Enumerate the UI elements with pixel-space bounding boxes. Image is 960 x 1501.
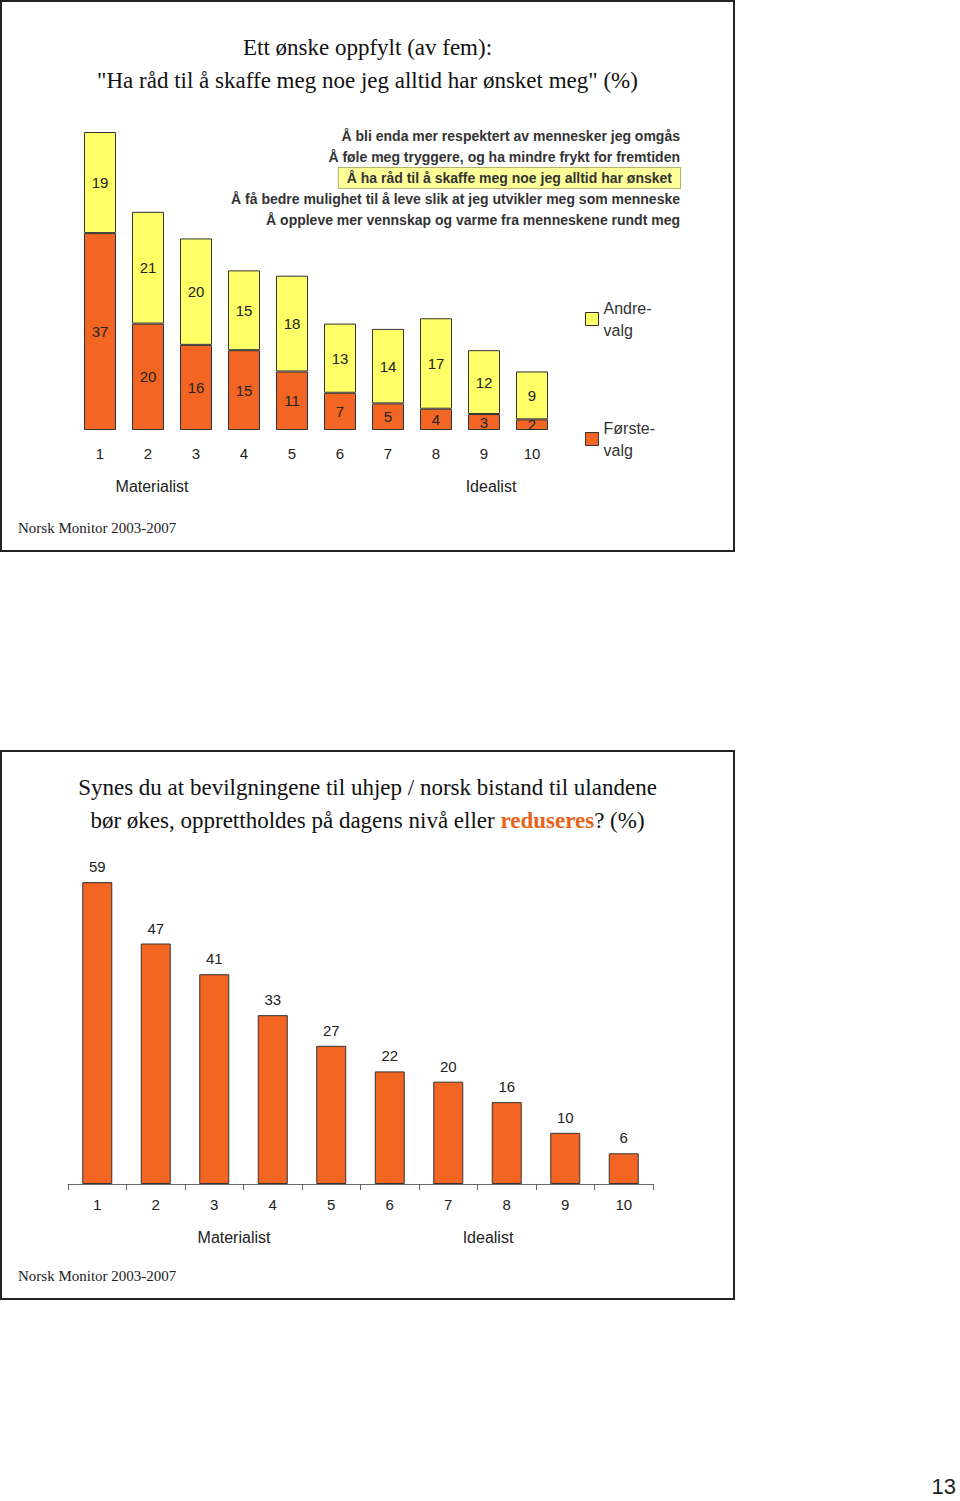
svg-text:21: 21 (140, 259, 157, 276)
svg-text:8: 8 (503, 1196, 511, 1213)
svg-text:? (%): ? (%) (594, 808, 644, 833)
svg-text:20: 20 (440, 1058, 457, 1075)
svg-text:Idealist: Idealist (463, 1229, 514, 1246)
svg-text:10: 10 (524, 445, 541, 462)
svg-text:valg: valg (604, 322, 633, 339)
svg-text:20: 20 (140, 368, 157, 385)
svg-text:Materialist: Materialist (116, 478, 189, 495)
svg-text:Materialist: Materialist (198, 1229, 271, 1246)
svg-text:3: 3 (210, 1196, 218, 1213)
svg-text:2: 2 (528, 416, 536, 433)
svg-text:3: 3 (192, 445, 200, 462)
svg-text:valg: valg (604, 442, 633, 459)
svg-text:9: 9 (561, 1196, 569, 1213)
svg-text:37: 37 (92, 323, 109, 340)
svg-text:1: 1 (96, 445, 104, 462)
svg-text:22: 22 (381, 1047, 398, 1064)
svg-text:Ett ønske oppfylt (av fem):: Ett ønske oppfylt (av fem): (243, 35, 492, 60)
svg-text:12: 12 (476, 374, 493, 391)
svg-text:27: 27 (323, 1022, 340, 1039)
svg-text:6: 6 (620, 1129, 628, 1146)
svg-text:Norsk Monitor 2003-2007: Norsk Monitor 2003-2007 (18, 520, 177, 536)
svg-text:Første-: Første- (604, 420, 656, 437)
svg-text:5: 5 (384, 408, 392, 425)
svg-text:14: 14 (380, 358, 397, 375)
svg-text:Å ha råd til å skaffe meg noe: Å ha råd til å skaffe meg noe jeg alltid… (347, 170, 673, 186)
svg-text:7: 7 (336, 403, 344, 420)
svg-text:5: 5 (327, 1196, 335, 1213)
svg-text:Å føle meg tryggere, og ha min: Å føle meg tryggere, og ha mindre frykt … (328, 149, 680, 165)
svg-text:Å få bedre mulighet til å leve: Å få bedre mulighet til å leve slik at j… (231, 191, 680, 207)
svg-text:47: 47 (147, 920, 164, 937)
svg-text:8: 8 (432, 445, 440, 462)
svg-text:20: 20 (188, 283, 205, 300)
svg-text:7: 7 (384, 445, 392, 462)
svg-text:4: 4 (240, 445, 248, 462)
svg-text:5: 5 (288, 445, 296, 462)
svg-text:11: 11 (284, 392, 300, 409)
svg-text:9: 9 (528, 387, 536, 404)
svg-text:41: 41 (206, 950, 223, 967)
svg-text:17: 17 (428, 355, 445, 372)
svg-text:10: 10 (557, 1109, 574, 1126)
svg-text:10: 10 (615, 1196, 632, 1213)
svg-text:59: 59 (89, 858, 106, 875)
svg-text:Å bli enda mer respektert av m: Å bli enda mer respektert av mennesker j… (342, 128, 681, 144)
svg-text:bør økes, opprettholdes på dag: bør økes, opprettholdes på dagens nivå e… (90, 808, 500, 833)
svg-text:16: 16 (188, 379, 205, 396)
svg-text:2: 2 (152, 1196, 160, 1213)
svg-text:2: 2 (144, 445, 152, 462)
svg-text:Synes du at bevilgningene til: Synes du at bevilgningene til uhjep / no… (78, 775, 657, 800)
svg-text:6: 6 (386, 1196, 394, 1213)
svg-text:Norsk Monitor 2003-2007: Norsk Monitor 2003-2007 (18, 1268, 177, 1284)
svg-text:15: 15 (236, 302, 253, 319)
svg-text:reduseres: reduseres (500, 808, 594, 833)
svg-text:9: 9 (480, 445, 488, 462)
svg-text:1: 1 (93, 1196, 101, 1213)
svg-text:33: 33 (264, 991, 281, 1008)
svg-text:3: 3 (480, 414, 488, 431)
svg-text:19: 19 (92, 174, 109, 191)
svg-text:6: 6 (336, 445, 344, 462)
svg-text:4: 4 (269, 1196, 277, 1213)
svg-text:"Ha råd til å skaffe meg noe j: "Ha råd til å skaffe meg noe jeg alltid … (97, 68, 638, 93)
svg-text:Andre-: Andre- (604, 300, 652, 317)
svg-text:4: 4 (432, 411, 440, 428)
svg-text:18: 18 (284, 315, 301, 332)
html-text:13: 13 (931, 1474, 956, 1499)
svg-text:16: 16 (498, 1078, 515, 1095)
svg-text:7: 7 (444, 1196, 452, 1213)
svg-text:Å oppleve mer vennskap og varm: Å oppleve mer vennskap og varme fra menn… (266, 212, 680, 228)
svg-text:15: 15 (236, 382, 253, 399)
svg-text:Idealist: Idealist (466, 478, 517, 495)
svg-text:13: 13 (332, 350, 349, 367)
